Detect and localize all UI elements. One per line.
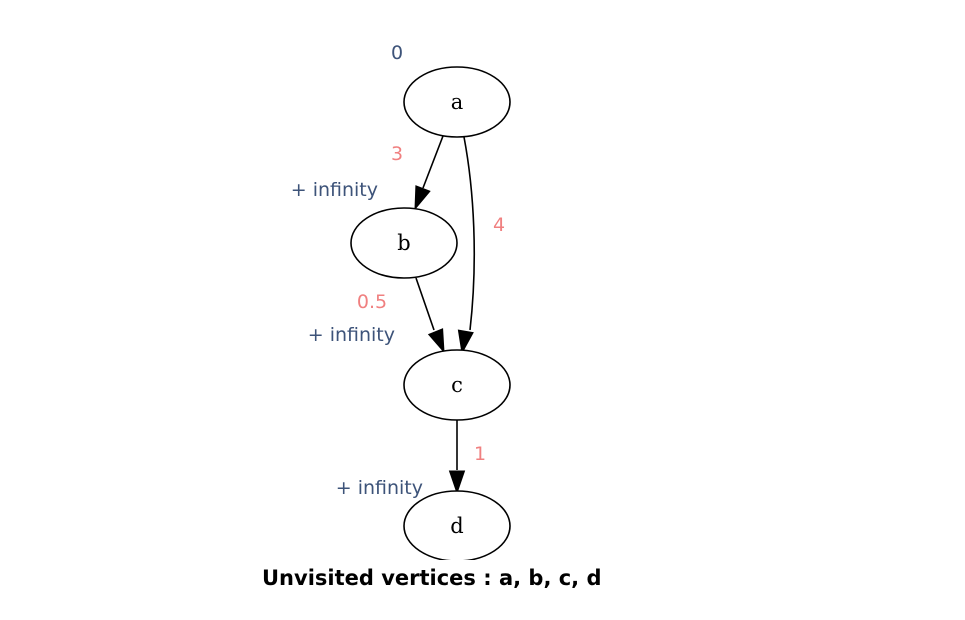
- arrowhead-a-c: [457, 329, 474, 355]
- node-label-c: c: [451, 373, 463, 397]
- edge-b-c: [415, 277, 445, 354]
- graph-diagram: a b c d 3 4 0.5 1 0 + infinity + infinity + infini…: [291, 42, 511, 560]
- node-a: a: [403, 66, 511, 138]
- edge-weight-a-b: 3: [391, 143, 403, 165]
- arrowhead-a-b: [414, 185, 431, 211]
- nodes-layer: a b c d: [350, 66, 511, 560]
- edge-c-d: [448, 420, 466, 495]
- edge-a-b: [414, 135, 444, 211]
- arrowhead-b-c: [427, 328, 445, 354]
- distance-label-a: 0: [391, 42, 403, 64]
- caption-prefix: Unvisited vertices :: [262, 566, 499, 590]
- node-d: d: [403, 490, 511, 560]
- unvisited-vertices-caption: Unvisited vertices : a, b, c, d: [262, 566, 602, 590]
- caption-vertices: a, b, c, d: [498, 566, 602, 590]
- edge-line-a-b: [422, 135, 444, 189]
- node-ellipse-d: [403, 490, 511, 560]
- labels-layer: 3 4 0.5 1 0 + infinity + infinity + infinity: [291, 42, 505, 499]
- node-label-d: d: [450, 514, 463, 538]
- edge-a-c: [457, 136, 476, 355]
- node-label-a: a: [451, 90, 464, 114]
- edge-weight-a-c: 4: [493, 214, 505, 236]
- edge-weight-b-c: 0.5: [357, 291, 387, 313]
- distance-label-c: + infinity: [308, 324, 395, 346]
- edge-weight-c-d: 1: [474, 443, 486, 465]
- node-ellipse-c: [403, 349, 511, 421]
- node-c: c: [403, 349, 511, 421]
- distance-label-d: + infinity: [336, 477, 423, 499]
- distance-label-b: + infinity: [291, 179, 378, 201]
- node-ellipse-b: [350, 207, 458, 279]
- node-ellipse-a: [403, 66, 511, 138]
- node-label-b: b: [397, 231, 410, 255]
- arrowhead-c-d: [448, 470, 466, 495]
- edges-layer: [414, 135, 476, 495]
- node-b: b: [350, 207, 458, 279]
- edge-line-a-c: [463, 136, 476, 331]
- edge-line-b-c: [415, 277, 435, 331]
